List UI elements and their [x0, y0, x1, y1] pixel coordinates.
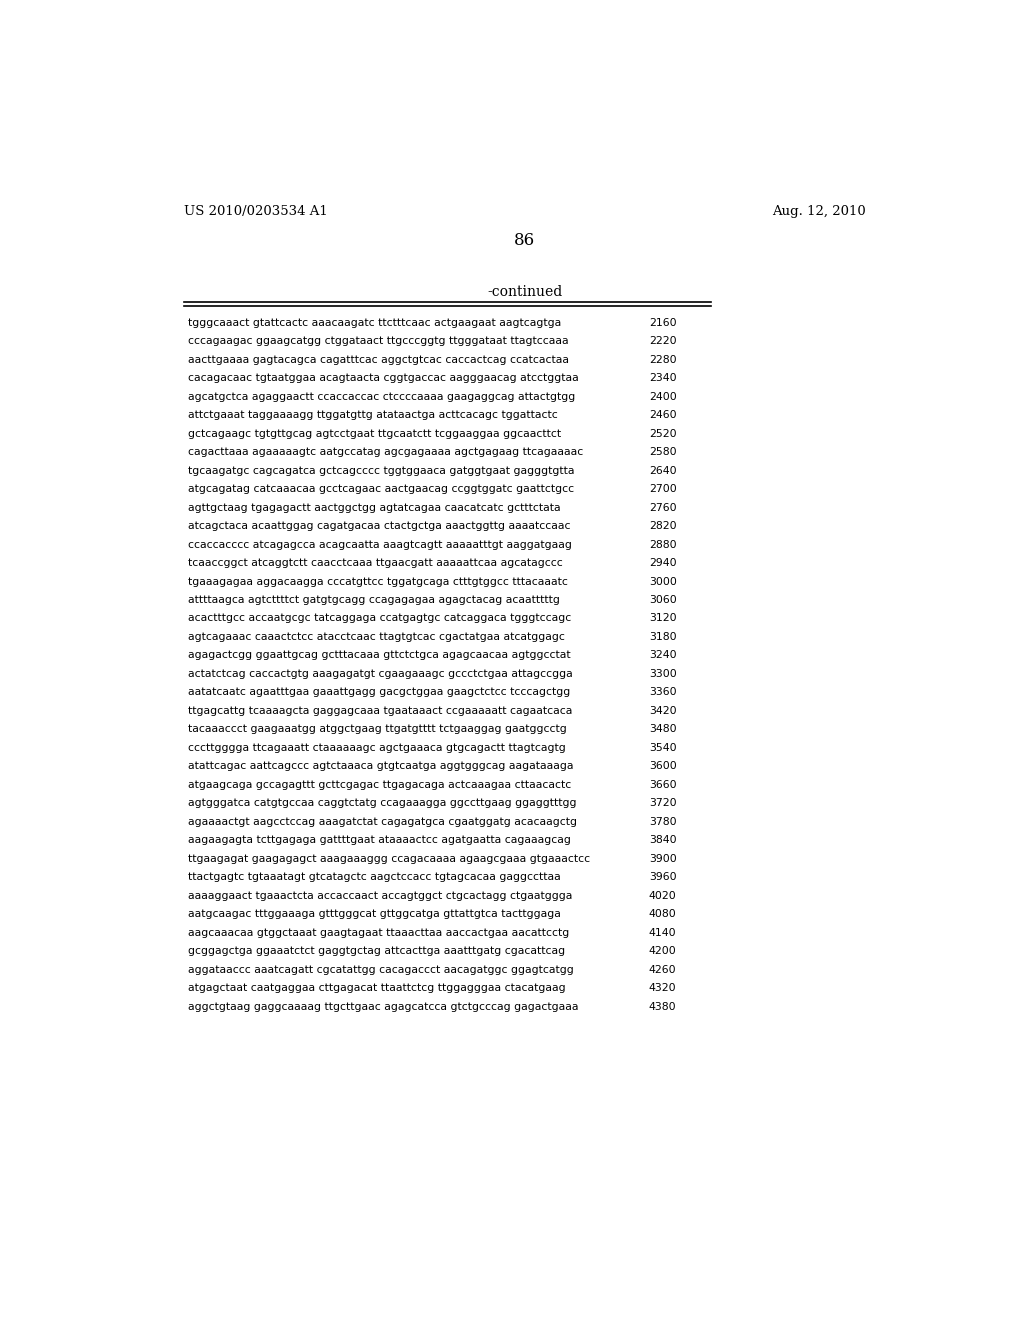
Text: 4200: 4200	[649, 946, 677, 956]
Text: agcatgctca agaggaactt ccaccaccac ctccccaaaa gaagaggcag attactgtgg: agcatgctca agaggaactt ccaccaccac ctcccca…	[188, 392, 575, 401]
Text: 2580: 2580	[649, 447, 677, 457]
Text: 3180: 3180	[649, 632, 677, 642]
Text: cccttgggga ttcagaaatt ctaaaaaagc agctgaaaca gtgcagactt ttagtcagtg: cccttgggga ttcagaaatt ctaaaaaagc agctgaa…	[188, 743, 566, 752]
Text: 2460: 2460	[649, 411, 677, 420]
Text: ttgagcattg tcaaaagcta gaggagcaaa tgaataaact ccgaaaaatt cagaatcaca: ttgagcattg tcaaaagcta gaggagcaaa tgaataa…	[188, 706, 572, 715]
Text: 2820: 2820	[649, 521, 677, 531]
Text: 2520: 2520	[649, 429, 677, 438]
Text: 2340: 2340	[649, 374, 677, 383]
Text: 2880: 2880	[649, 540, 677, 549]
Text: cccagaagac ggaagcatgg ctggataact ttgcccggtg ttgggataat ttagtccaaa: cccagaagac ggaagcatgg ctggataact ttgcccg…	[188, 337, 569, 346]
Text: atgaagcaga gccagagttt gcttcgagac ttgagacaga actcaaagaa cttaacactc: atgaagcaga gccagagttt gcttcgagac ttgagac…	[188, 780, 571, 789]
Text: 3720: 3720	[649, 799, 677, 808]
Text: 3360: 3360	[649, 688, 677, 697]
Text: Aug. 12, 2010: Aug. 12, 2010	[772, 205, 866, 218]
Text: cagacttaaa agaaaaagtc aatgccatag agcgagaaaa agctgagaag ttcagaaaac: cagacttaaa agaaaaagtc aatgccatag agcgaga…	[188, 447, 584, 457]
Text: 3660: 3660	[649, 780, 677, 789]
Text: aggataaccc aaatcagatt cgcatattgg cacagaccct aacagatggc ggagtcatgg: aggataaccc aaatcagatt cgcatattgg cacagac…	[188, 965, 574, 974]
Text: 2280: 2280	[649, 355, 677, 364]
Text: attctgaaat taggaaaagg ttggatgttg atataactga acttcacagc tggattactc: attctgaaat taggaaaagg ttggatgttg atataac…	[188, 411, 558, 420]
Text: 86: 86	[514, 231, 536, 248]
Text: 4080: 4080	[649, 909, 677, 919]
Text: 3600: 3600	[649, 762, 677, 771]
Text: aatatcaatc agaatttgaa gaaattgagg gacgctggaa gaagctctcc tcccagctgg: aatatcaatc agaatttgaa gaaattgagg gacgctg…	[188, 688, 570, 697]
Text: 2400: 2400	[649, 392, 677, 401]
Text: actatctcag caccactgtg aaagagatgt cgaagaaagc gccctctgaa attagccgga: actatctcag caccactgtg aaagagatgt cgaagaa…	[188, 669, 573, 678]
Text: agtcagaaac caaactctcc atacctcaac ttagtgtcac cgactatgaa atcatggagc: agtcagaaac caaactctcc atacctcaac ttagtgt…	[188, 632, 565, 642]
Text: 4260: 4260	[649, 965, 677, 974]
Text: 2700: 2700	[649, 484, 677, 494]
Text: ttgaagagat gaagagagct aaagaaaggg ccagacaaaa agaagcgaaa gtgaaactcc: ttgaagagat gaagagagct aaagaaaggg ccagaca…	[188, 854, 591, 863]
Text: 4020: 4020	[649, 891, 677, 900]
Text: 3780: 3780	[649, 817, 677, 826]
Text: aggctgtaag gaggcaaaag ttgcttgaac agagcatcca gtctgcccag gagactgaaa: aggctgtaag gaggcaaaag ttgcttgaac agagcat…	[188, 1002, 579, 1011]
Text: 3120: 3120	[649, 614, 677, 623]
Text: tgcaagatgc cagcagatca gctcagcccc tggtggaaca gatggtgaat gagggtgtta: tgcaagatgc cagcagatca gctcagcccc tggtgga…	[188, 466, 574, 475]
Text: gcggagctga ggaaatctct gaggtgctag attcacttga aaatttgatg cgacattcag: gcggagctga ggaaatctct gaggtgctag attcact…	[188, 946, 565, 956]
Text: 3960: 3960	[649, 873, 677, 882]
Text: 4380: 4380	[649, 1002, 677, 1011]
Text: attttaagca agtcttttct gatgtgcagg ccagagagaa agagctacag acaatttttg: attttaagca agtcttttct gatgtgcagg ccagaga…	[188, 595, 560, 605]
Text: 3840: 3840	[649, 836, 677, 845]
Text: -continued: -continued	[487, 285, 562, 300]
Text: 2940: 2940	[649, 558, 677, 568]
Text: 4320: 4320	[649, 983, 677, 993]
Text: cacagacaac tgtaatggaa acagtaacta cggtgaccac aagggaacag atcctggtaa: cacagacaac tgtaatggaa acagtaacta cggtgac…	[188, 374, 580, 383]
Text: 3240: 3240	[649, 651, 677, 660]
Text: 2640: 2640	[649, 466, 677, 475]
Text: atattcagac aattcagccc agtctaaaca gtgtcaatga aggtgggcag aagataaaga: atattcagac aattcagccc agtctaaaca gtgtcaa…	[188, 762, 573, 771]
Text: tgggcaaact gtattcactc aaacaagatc ttctttcaac actgaagaat aagtcagtga: tgggcaaact gtattcactc aaacaagatc ttctttc…	[188, 318, 562, 327]
Text: ccaccacccc atcagagcca acagcaatta aaagtcagtt aaaaatttgt aaggatgaag: ccaccacccc atcagagcca acagcaatta aaagtca…	[188, 540, 572, 549]
Text: US 2010/0203534 A1: US 2010/0203534 A1	[183, 205, 328, 218]
Text: agttgctaag tgagagactt aactggctgg agtatcagaa caacatcatc gctttctata: agttgctaag tgagagactt aactggctgg agtatca…	[188, 503, 561, 512]
Text: atgagctaat caatgaggaa cttgagacat ttaattctcg ttggagggaa ctacatgaag: atgagctaat caatgaggaa cttgagacat ttaattc…	[188, 983, 566, 993]
Text: aagaagagta tcttgagaga gattttgaat ataaaactcc agatgaatta cagaaagcag: aagaagagta tcttgagaga gattttgaat ataaaac…	[188, 836, 571, 845]
Text: agagactcgg ggaattgcag gctttacaaa gttctctgca agagcaacaa agtggcctat: agagactcgg ggaattgcag gctttacaaa gttctct…	[188, 651, 571, 660]
Text: tgaaagagaa aggacaagga cccatgttcc tggatgcaga ctttgtggcc tttacaaatc: tgaaagagaa aggacaagga cccatgttcc tggatgc…	[188, 577, 568, 586]
Text: tacaaaccct gaagaaatgg atggctgaag ttgatgtttt tctgaaggag gaatggcctg: tacaaaccct gaagaaatgg atggctgaag ttgatgt…	[188, 725, 567, 734]
Text: agaaaactgt aagcctccag aaagatctat cagagatgca cgaatggatg acacaagctg: agaaaactgt aagcctccag aaagatctat cagagat…	[188, 817, 578, 826]
Text: gctcagaagc tgtgttgcag agtcctgaat ttgcaatctt tcggaaggaa ggcaacttct: gctcagaagc tgtgttgcag agtcctgaat ttgcaat…	[188, 429, 561, 438]
Text: 3300: 3300	[649, 669, 677, 678]
Text: 3000: 3000	[649, 577, 677, 586]
Text: aatgcaagac tttggaaaga gtttgggcat gttggcatga gttattgtca tacttggaga: aatgcaagac tttggaaaga gtttgggcat gttggca…	[188, 909, 561, 919]
Text: 2160: 2160	[649, 318, 677, 327]
Text: 3900: 3900	[649, 854, 677, 863]
Text: 4140: 4140	[649, 928, 677, 937]
Text: aacttgaaaa gagtacagca cagatttcac aggctgtcac caccactcag ccatcactaa: aacttgaaaa gagtacagca cagatttcac aggctgt…	[188, 355, 569, 364]
Text: 2220: 2220	[649, 337, 677, 346]
Text: aagcaaacaa gtggctaaat gaagtagaat ttaaacttaa aaccactgaa aacattcctg: aagcaaacaa gtggctaaat gaagtagaat ttaaact…	[188, 928, 569, 937]
Text: atgcagatag catcaaacaa gcctcagaac aactgaacag ccggtggatc gaattctgcc: atgcagatag catcaaacaa gcctcagaac aactgaa…	[188, 484, 574, 494]
Text: aaaaggaact tgaaactcta accaccaact accagtggct ctgcactagg ctgaatggga: aaaaggaact tgaaactcta accaccaact accagtg…	[188, 891, 572, 900]
Text: 3420: 3420	[649, 706, 677, 715]
Text: 2760: 2760	[649, 503, 677, 512]
Text: 3480: 3480	[649, 725, 677, 734]
Text: tcaaccggct atcaggtctt caacctcaaa ttgaacgatt aaaaattcaa agcatagccc: tcaaccggct atcaggtctt caacctcaaa ttgaacg…	[188, 558, 563, 568]
Text: 3540: 3540	[649, 743, 677, 752]
Text: atcagctaca acaattggag cagatgacaa ctactgctga aaactggttg aaaatccaac: atcagctaca acaattggag cagatgacaa ctactgc…	[188, 521, 571, 531]
Text: acactttgcc accaatgcgc tatcaggaga ccatgagtgc catcaggaca tgggtccagc: acactttgcc accaatgcgc tatcaggaga ccatgag…	[188, 614, 571, 623]
Text: 3060: 3060	[649, 595, 677, 605]
Text: agtgggatca catgtgccaa caggtctatg ccagaaagga ggccttgaag ggaggtttgg: agtgggatca catgtgccaa caggtctatg ccagaaa…	[188, 799, 577, 808]
Text: ttactgagtc tgtaaatagt gtcatagctc aagctccacc tgtagcacaa gaggccttaa: ttactgagtc tgtaaatagt gtcatagctc aagctcc…	[188, 873, 561, 882]
